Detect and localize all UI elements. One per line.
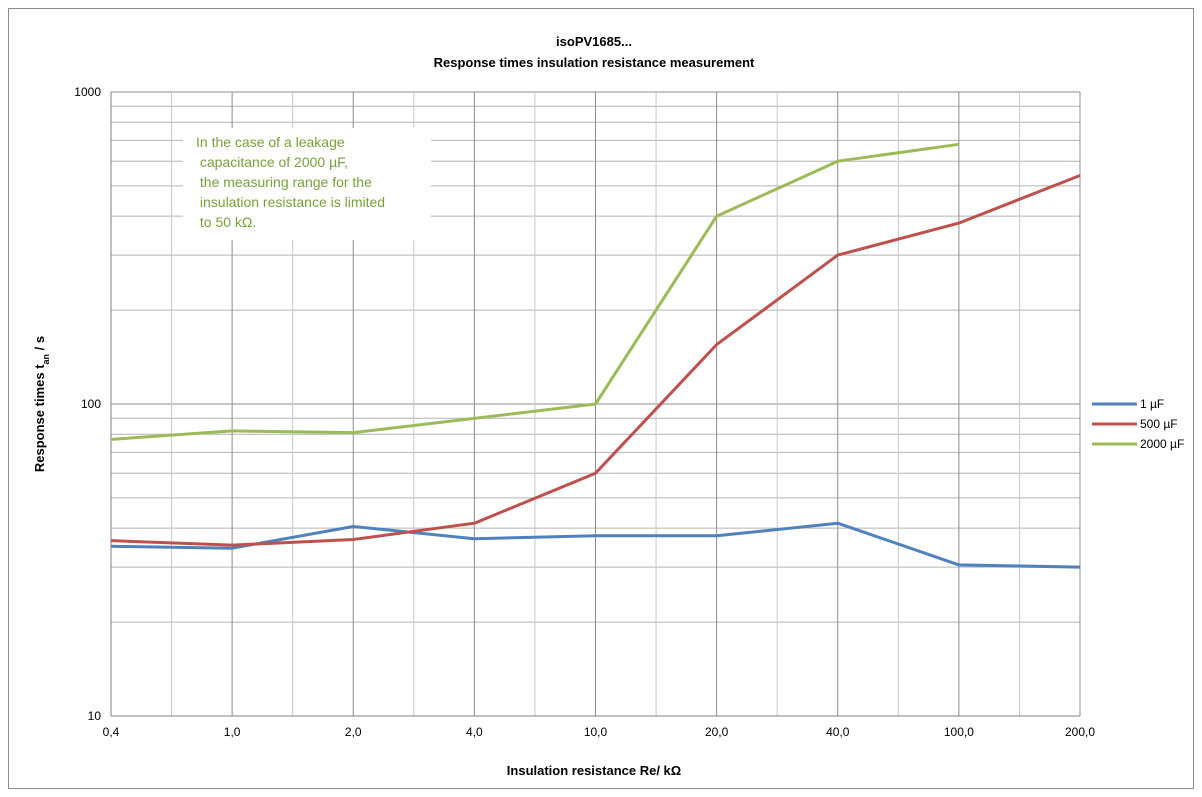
legend-label: 2000 µF bbox=[1140, 437, 1184, 451]
chart-subtitle: Response times insulation resistance mea… bbox=[434, 55, 755, 70]
y-axis-title-main: Response times t bbox=[32, 364, 47, 472]
y-axis-title-unit: / s bbox=[32, 336, 47, 354]
legend-label: 500 µF bbox=[1140, 417, 1178, 431]
annotation-background bbox=[183, 128, 431, 240]
x-tick-label: 1,0 bbox=[224, 725, 241, 739]
annotation-line: to 50 kΩ. bbox=[196, 214, 256, 230]
x-tick-label: 200,0 bbox=[1065, 725, 1095, 739]
x-tick-label: 40,0 bbox=[826, 725, 850, 739]
series-line bbox=[110, 521, 1081, 569]
series-lines bbox=[110, 142, 1081, 569]
y-tick-label: 10 bbox=[88, 709, 102, 723]
x-tick-label: 100,0 bbox=[944, 725, 974, 739]
series-line bbox=[110, 174, 1081, 547]
annotation-line: capacitance of 2000 µF, bbox=[196, 154, 348, 170]
x-tick-label: 4,0 bbox=[466, 725, 483, 739]
x-tick-label: 0,4 bbox=[103, 725, 120, 739]
y-tick-label: 100 bbox=[81, 397, 101, 411]
chart-title: isoPV1685... bbox=[556, 34, 632, 49]
x-axis-title: Insulation resistance Re/ kΩ bbox=[507, 763, 681, 778]
x-tick-label: 20,0 bbox=[705, 725, 729, 739]
y-tick-labels: 10 100 1000 bbox=[74, 85, 101, 723]
series-line bbox=[110, 142, 960, 441]
x-tick-label: 10,0 bbox=[584, 725, 608, 739]
legend-label: 1 µF bbox=[1140, 397, 1164, 411]
y-tick-label: 1000 bbox=[74, 85, 101, 99]
x-tick-labels: 0,4 1,0 2,0 4,0 10,0 20,0 40,0 100,0 200,0 bbox=[103, 725, 1096, 739]
annotation-line: the measuring range for the bbox=[196, 174, 372, 190]
annotation-box: In the case of a leakage capacitance of … bbox=[183, 128, 431, 240]
y-axis-title-subscript: an bbox=[41, 354, 51, 365]
x-tick-label: 2,0 bbox=[345, 725, 362, 739]
annotation-line: In the case of a leakage bbox=[196, 134, 345, 150]
y-axis-title: Response times tan / s bbox=[32, 336, 51, 472]
annotation-line: insulation resistance is limited bbox=[196, 194, 385, 210]
legend: 1 µF 500 µF 2000 µF bbox=[1092, 397, 1184, 451]
